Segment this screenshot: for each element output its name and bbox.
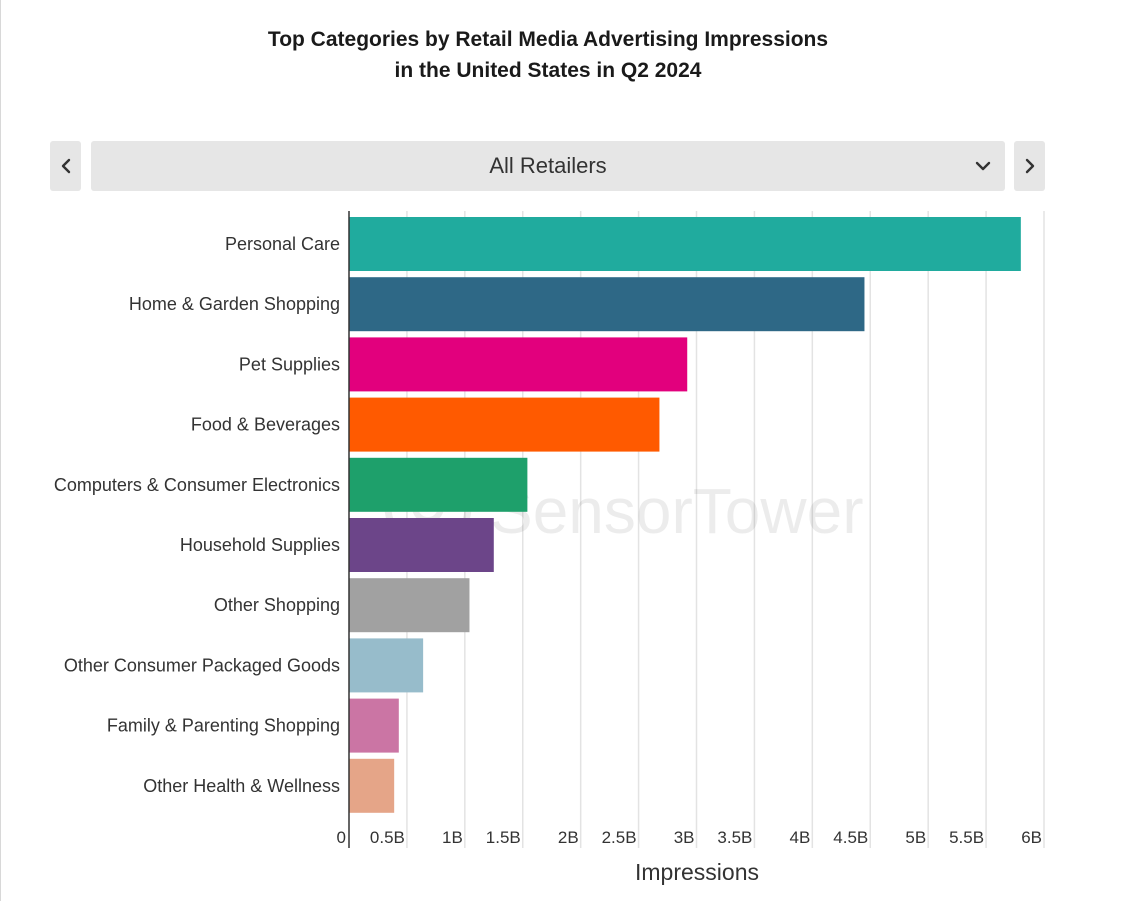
- watermark-text: SensorTower: [490, 475, 864, 547]
- chart-title-line-1: Top Categories by Retail Media Advertisi…: [267, 28, 829, 51]
- category-label: Other Health & Wellness: [143, 776, 340, 796]
- x-tick-label: 5.5B: [949, 828, 984, 847]
- x-tick-label: 0.5B: [370, 828, 405, 847]
- chevron-down-icon: [975, 161, 991, 171]
- x-tick-label: 5B: [905, 828, 926, 847]
- x-tick-labels: 0 0.5B 1B 1.5B 2B 2.5B 3B 3.5B 4B 4.5B 5B 5.5B 6B: [337, 828, 1042, 847]
- bar[interactable]: [349, 518, 494, 572]
- category-label: Pet Supplies: [239, 354, 340, 374]
- bar[interactable]: [349, 638, 424, 693]
- bar[interactable]: [349, 457, 528, 512]
- bar[interactable]: [349, 217, 1021, 271]
- retailer-dropdown[interactable]: All Retailers: [91, 141, 1005, 191]
- category-label: Personal Care: [225, 234, 340, 254]
- bar[interactable]: [349, 397, 660, 452]
- x-tick-label: 2.5B: [602, 828, 637, 847]
- bar[interactable]: [349, 698, 399, 753]
- retailer-dropdown-value: All Retailers: [489, 153, 607, 178]
- category-label: Home & Garden Shopping: [129, 294, 340, 314]
- category-label: Other Consumer Packaged Goods: [64, 655, 340, 675]
- category-label: Other Shopping: [214, 595, 340, 615]
- x-tick-label: 3B: [674, 828, 695, 847]
- bar[interactable]: [349, 578, 470, 633]
- chevron-left-icon: [61, 158, 70, 174]
- bar[interactable]: [349, 337, 688, 392]
- previous-retailer-button[interactable]: [50, 141, 81, 191]
- bar[interactable]: [349, 758, 395, 813]
- category-label: Family & Parenting Shopping: [107, 716, 340, 736]
- category-label: Household Supplies: [180, 535, 340, 555]
- x-tick-label: 4.5B: [833, 828, 868, 847]
- x-tick-label: 1B: [442, 828, 463, 847]
- frame-left-border: [0, 0, 1, 901]
- bars: [349, 217, 1021, 813]
- chart-title: Top Categories by Retail Media Advertisi…: [0, 24, 1096, 86]
- watermark: SensorTower: [384, 463, 864, 551]
- category-label: Food & Beverages: [191, 415, 340, 435]
- x-tick-label: 4B: [790, 828, 811, 847]
- next-retailer-button[interactable]: [1014, 141, 1045, 191]
- chevron-right-icon: [1025, 158, 1034, 174]
- x-tick-label: 2B: [558, 828, 579, 847]
- x-axis-title: Impressions: [635, 859, 759, 885]
- category-label: Computers & Consumer Electronics: [54, 475, 340, 495]
- x-tick-label: 3.5B: [717, 828, 752, 847]
- x-tick-label: 0: [337, 828, 346, 847]
- x-tick-label: 6B: [1021, 828, 1042, 847]
- bar[interactable]: [349, 277, 865, 332]
- x-tick-label: 1.5B: [486, 828, 521, 847]
- category-labels: Personal Care Home & Garden Shopping Pet S…: [54, 234, 340, 796]
- chart-title-line-2: in the United States in Q2 2024: [394, 59, 702, 82]
